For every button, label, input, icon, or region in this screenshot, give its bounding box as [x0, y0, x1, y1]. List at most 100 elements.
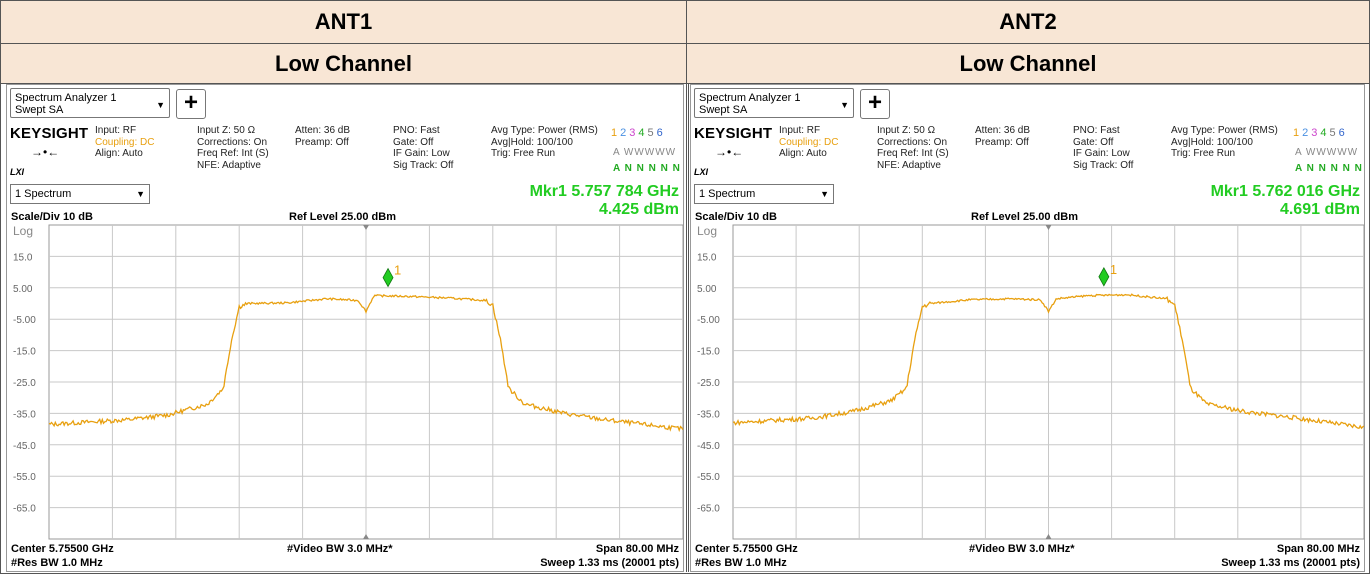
pno-value: PNO: Fast [1073, 125, 1120, 136]
spectrum-plot[interactable]: Log 15.0 5.00 -5.00 -15.0 -25.0 -35.0 -45.0 -55.… [7, 223, 684, 541]
y-tick-label: -25.0 [13, 378, 36, 389]
trace-detector-row: A N N N N N [613, 163, 681, 174]
marker-diamond[interactable] [382, 267, 394, 288]
mode-selector[interactable]: Spectrum Analyzer 1 Swept SA ▼ [10, 88, 170, 118]
ref-triangle-top [363, 225, 369, 230]
trace-numbers[interactable]: 123456 [1293, 127, 1348, 139]
channel1-header: Low Channel [0, 44, 687, 84]
trace-number-1: 1 [1293, 127, 1303, 139]
trace-number-6: 6 [1338, 127, 1348, 139]
avg-settings[interactable]: Avg Type: Power (RMS) Avg|Hold: 100/100 … [491, 125, 598, 160]
if-gain-value: IF Gain: Low [393, 148, 450, 159]
nfe-value: NFE: Adaptive [877, 159, 941, 171]
marker-frequency: Mkr1 5.762 016 GHz [1210, 183, 1360, 200]
window-label: 1 Spectrum [15, 188, 72, 200]
analyzer-toolbar: Spectrum Analyzer 1 Swept SA ▼ + [691, 85, 1364, 124]
align-value: Align: Auto [779, 148, 827, 159]
span: Span 80.00 MHz [1276, 543, 1360, 555]
reference-settings[interactable]: Input Z: 50 Ω Corrections: On Freq Ref: … [877, 125, 949, 171]
log-label: Log [13, 224, 33, 238]
y-tick-label: -35.0 [13, 409, 36, 420]
window-bar: 1 Spectrum ▼ Mkr1 5.762 016 GHz [691, 181, 1364, 205]
trace-number-4: 4 [1320, 127, 1330, 139]
gate-value: Gate: Off [393, 136, 434, 148]
ref-triangle-bottom [1045, 534, 1052, 539]
trace-number-3: 3 [629, 127, 639, 139]
y-tick-label: -65.0 [13, 504, 36, 515]
trace-number-4: 4 [638, 127, 648, 139]
mode-selector[interactable]: Spectrum Analyzer 1 Swept SA ▼ [694, 88, 854, 118]
window-label: 1 Spectrum [699, 188, 756, 200]
analyzer-toolbar: Spectrum Analyzer 1 Swept SA ▼ + [7, 85, 683, 124]
nfe-value: NFE: Adaptive [197, 159, 261, 171]
sweep-settings[interactable]: PNO: Fast Gate: Off IF Gain: Low Sig Tra… [1073, 125, 1133, 171]
y-tick-label: -15.0 [13, 347, 36, 358]
coupling-value: Coupling: DC [95, 136, 155, 148]
y-tick-label: -5.00 [697, 315, 720, 326]
sweep-settings[interactable]: PNO: Fast Gate: Off IF Gain: Low Sig Tra… [393, 125, 453, 171]
settings-bar: KEYSIGHT →•← LXI Input: RF Coupling: DC … [691, 123, 1364, 182]
y-tick-label: 15.0 [697, 252, 717, 263]
add-screen-button[interactable]: + [176, 89, 206, 119]
pno-value: PNO: Fast [393, 125, 440, 136]
ref-level: Ref Level 25.00 dBm [289, 211, 396, 223]
ref-triangle-top [1045, 225, 1052, 230]
input-z-value: Input Z: 50 Ω [197, 125, 256, 136]
add-screen-button[interactable]: + [860, 89, 890, 119]
input-z-value: Input Z: 50 Ω [877, 125, 936, 136]
trace-numbers[interactable]: 123456 [611, 127, 666, 139]
align-value: Align: Auto [95, 148, 143, 159]
brand-logo: KEYSIGHT [694, 125, 773, 142]
dropdown-arrow-icon: ▼ [820, 189, 829, 199]
coupling-value: Coupling: DC [779, 136, 839, 148]
y-tick-label: 5.00 [13, 284, 33, 295]
res-bw: #Res BW 1.0 MHz [695, 557, 787, 569]
marker-level: 4.425 dBm [598, 201, 679, 218]
sig-track-value: Sig Track: Off [393, 159, 454, 171]
window-selector[interactable]: 1 Spectrum ▼ [694, 184, 834, 204]
y-tick-label: -55.0 [697, 472, 720, 483]
gate-value: Gate: Off [1073, 136, 1114, 148]
sweep-time: Sweep 1.33 ms (20001 pts) [540, 557, 679, 569]
avg-type-value: Avg Type: Power (RMS) [491, 125, 598, 136]
center-freq: Center 5.75500 GHz [11, 543, 114, 555]
ant2-header: ANT2 [687, 0, 1370, 44]
scale-div: Scale/Div 10 dB [695, 211, 777, 223]
y-tick-label: -45.0 [697, 441, 720, 452]
marker-diamond[interactable] [1098, 266, 1110, 287]
lxi-logo: LXI [10, 167, 25, 177]
video-bw: #Video BW 3.0 MHz* [969, 543, 1075, 555]
analyzer-panel-ant2: Spectrum Analyzer 1 Swept SA ▼ + KEYSIGH… [690, 84, 1365, 572]
marker-number: 1 [394, 263, 401, 278]
span: Span 80.00 MHz [595, 543, 679, 555]
y-tick-label: -65.0 [697, 504, 720, 515]
res-bw: #Res BW 1.0 MHz [11, 557, 103, 569]
trig-value: Trig: Free Run [491, 148, 556, 159]
app-mode: Swept SA [699, 104, 748, 116]
sweep-time: Sweep 1.33 ms (20001 pts) [1221, 557, 1360, 569]
marker-frequency: Mkr1 5.757 784 GHz [529, 183, 679, 200]
freq-ref-value: Freq Ref: Int (S) [877, 148, 949, 159]
input-settings[interactable]: Input: RF Coupling: DC Align: Auto [95, 125, 154, 160]
input-value: Input: RF [95, 125, 137, 136]
avg-hold-value: Avg|Hold: 100/100 [491, 136, 573, 148]
marker-level: 4.691 dBm [1279, 201, 1360, 218]
trace-number-2: 2 [620, 127, 630, 139]
corrections-value: Corrections: On [197, 136, 268, 148]
video-bw: #Video BW 3.0 MHz* [287, 543, 393, 555]
spectrum-plot[interactable]: Log 15.0 5.00 -5.00 -15.0 -25.0 -35.0 -45.0 -55.… [691, 223, 1365, 541]
atten-settings[interactable]: Atten: 36 dB Preamp: Off [975, 125, 1030, 148]
trace-detector-row: A N N N N N [1295, 163, 1363, 174]
y-tick-label: -45.0 [13, 441, 36, 452]
app-mode: Swept SA [15, 104, 64, 116]
reference-settings[interactable]: Input Z: 50 Ω Corrections: On Freq Ref: … [197, 125, 269, 171]
window-selector[interactable]: 1 Spectrum ▼ [10, 184, 150, 204]
input-value: Input: RF [779, 125, 821, 136]
atten-settings[interactable]: Atten: 36 dB Preamp: Off [295, 125, 350, 148]
trace-number-6: 6 [656, 127, 666, 139]
avg-type-value: Avg Type: Power (RMS) [1171, 125, 1278, 136]
trace-type-row: A WWWWW [1295, 147, 1359, 158]
avg-settings[interactable]: Avg Type: Power (RMS) Avg|Hold: 100/100 … [1171, 125, 1278, 160]
preamp-value: Preamp: Off [975, 136, 1029, 148]
input-settings[interactable]: Input: RF Coupling: DC Align: Auto [779, 125, 838, 160]
